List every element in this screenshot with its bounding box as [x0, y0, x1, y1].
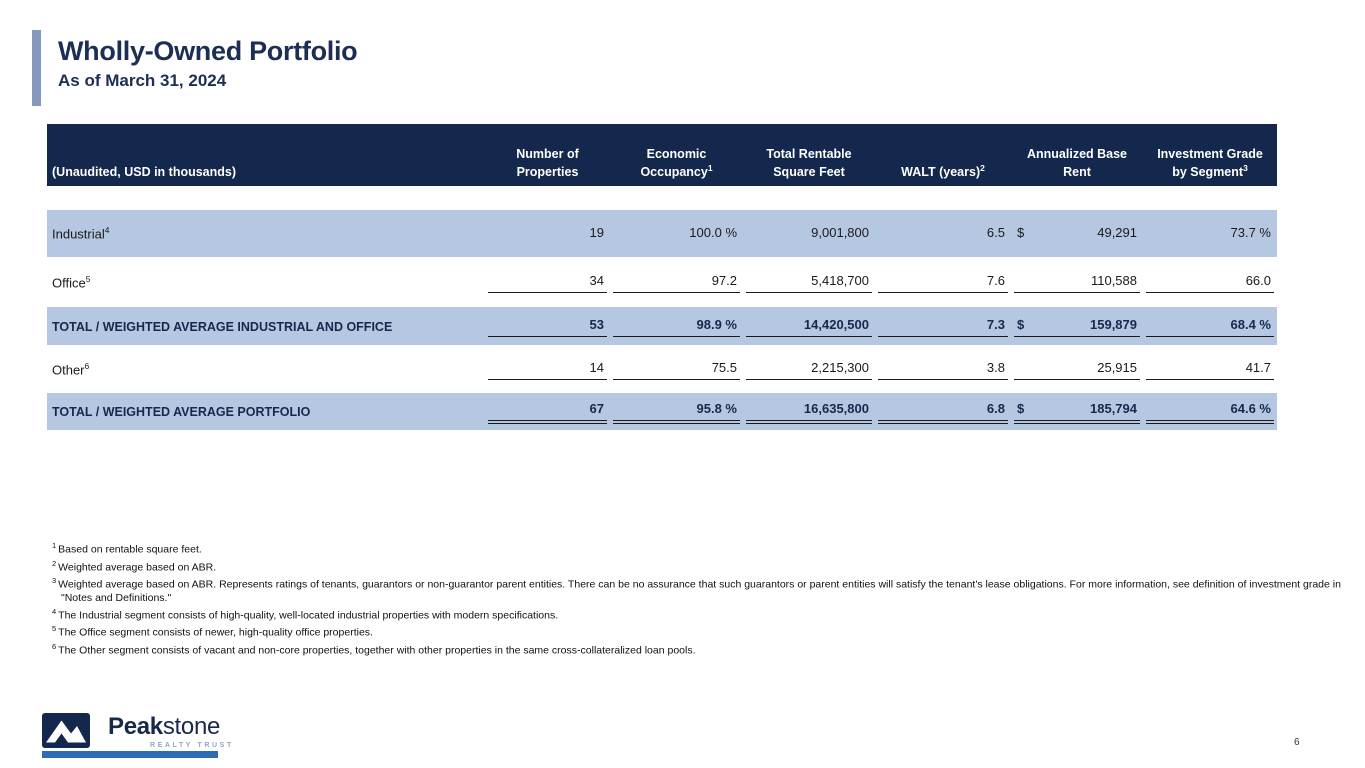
cell-total-rentable-square-feet: 5,418,700	[743, 271, 875, 293]
brand-logo: Peakstone REALTY TRUST	[42, 713, 234, 749]
footnotes: 1 Based on rentable square feet. 2 Weighte…	[52, 539, 1342, 657]
cell-economic-occupancy: 98.9 %	[610, 315, 743, 337]
page-number: 6	[1294, 737, 1300, 748]
table-header-row: (Unaudited, USD in thousands) Number of …	[47, 124, 1277, 186]
cell-walt-years: 6.8	[875, 399, 1011, 424]
cell-economic-occupancy: 75.5	[610, 358, 743, 380]
portfolio-table: (Unaudited, USD in thousands) Number of …	[47, 124, 1277, 430]
header-number-of-properties: Number of Properties	[516, 146, 579, 179]
cell-number-of-properties: 67	[485, 399, 610, 424]
table-spacer-row	[47, 186, 1277, 210]
header-walt-years: WALT (years)2	[901, 162, 985, 179]
header-investment-grade-by-segment: Investment Grade by Segment3	[1157, 146, 1263, 179]
footnote: 3 Weighted average based on ABR. Represen…	[52, 576, 1341, 604]
cell-investment-grade: 73.7 %	[1230, 225, 1271, 240]
brand-name: Peakstone	[108, 713, 221, 740]
header-economic-occupancy: Economic Occupancy1	[640, 146, 713, 179]
cell-number-of-properties: 14	[485, 358, 610, 380]
cell-economic-occupancy: 97.2	[610, 271, 743, 293]
cell-annualized-base-rent: 25,915	[1011, 358, 1143, 380]
footnote: 4 The Industrial segment consists of high…	[52, 606, 559, 622]
page-subtitle: As of March 31, 2024	[58, 71, 227, 90]
cell-annualized-base-rent: 110,588	[1011, 271, 1143, 293]
peakstone-mountain-icon	[42, 713, 90, 748]
row-label: Industrial4	[52, 225, 110, 242]
cell-annualized-base-rent: $159,879	[1011, 315, 1143, 337]
footnote: 6 The Other segment consists of vacant an…	[52, 641, 696, 657]
footnote: 2 Weighted average based on ABR.	[52, 558, 217, 574]
cell-total-rentable-square-feet: 9,001,800	[811, 225, 869, 240]
cell-annualized-base-rent: $49,291	[1017, 225, 1137, 240]
cell-walt-years: 7.3	[875, 315, 1011, 337]
dollar-sign: $	[1017, 225, 1025, 240]
table-row-industrial: Industrial4 19 100.0 % 9,001,800 6.5 $49…	[47, 210, 1277, 257]
footnote: 5 The Office segment consists of newer, h…	[52, 624, 373, 639]
cell-investment-grade: 68.4 %	[1143, 315, 1277, 337]
table-row-total-portfolio: TOTAL / WEIGHTED AVERAGE PORTFOLIO 67 95…	[47, 393, 1277, 430]
cell-annualized-base-rent: $185,794	[1011, 399, 1143, 424]
header-total-rentable-square-feet: Total Rentable Square Feet	[766, 146, 852, 179]
row-label: TOTAL / WEIGHTED AVERAGE PORTFOLIO	[52, 405, 311, 420]
cell-number-of-properties: 19	[589, 225, 604, 240]
footnote: 1 Based on rentable square feet.	[52, 541, 202, 556]
cell-economic-occupancy: 100.0 %	[689, 225, 737, 240]
cell-walt-years: 7.6	[875, 271, 1011, 293]
cell-total-rentable-square-feet: 14,420,500	[743, 315, 875, 337]
row-label: TOTAL / WEIGHTED AVERAGE INDUSTRIAL AND …	[52, 320, 393, 335]
table-row-other: Other6 14 75.5 2,215,300 3.8 25,915 41.7	[47, 345, 1277, 393]
cell-walt-years: 6.5	[986, 225, 1005, 240]
dollar-sign: $	[1017, 401, 1025, 416]
brand-accent-bar	[42, 751, 218, 758]
row-label: Other6	[52, 360, 90, 378]
header-annualized-base-rent: Annualized Base Rent	[1026, 146, 1128, 179]
cell-economic-occupancy: 95.8 %	[610, 399, 743, 424]
cell-investment-grade: 41.7	[1143, 358, 1277, 380]
cell-investment-grade: 64.6 %	[1143, 399, 1277, 424]
dollar-sign: $	[1017, 317, 1025, 332]
cell-walt-years: 3.8	[875, 358, 1011, 380]
title-block: Wholly-Owned Portfolio As of March 31, 2…	[32, 30, 358, 106]
table-row-office: Office5 34 97.2 5,418,700 7.6 110,588 66…	[47, 257, 1277, 307]
cell-total-rentable-square-feet: 2,215,300	[743, 358, 875, 380]
page-title: Wholly-Owned Portfolio	[58, 36, 358, 66]
header-unaudited-label: (Unaudited, USD in thousands)	[52, 165, 237, 179]
cell-investment-grade: 66.0	[1143, 271, 1277, 293]
table-row-total-industrial-office: TOTAL / WEIGHTED AVERAGE INDUSTRIAL AND …	[47, 307, 1277, 345]
cell-total-rentable-square-feet: 16,635,800	[743, 399, 875, 424]
row-label: Office5	[52, 273, 91, 291]
cell-number-of-properties: 34	[485, 271, 610, 293]
brand-tagline: REALTY TRUST	[150, 742, 234, 749]
cell-number-of-properties: 53	[485, 315, 610, 337]
title-accent-bar	[32, 30, 41, 106]
